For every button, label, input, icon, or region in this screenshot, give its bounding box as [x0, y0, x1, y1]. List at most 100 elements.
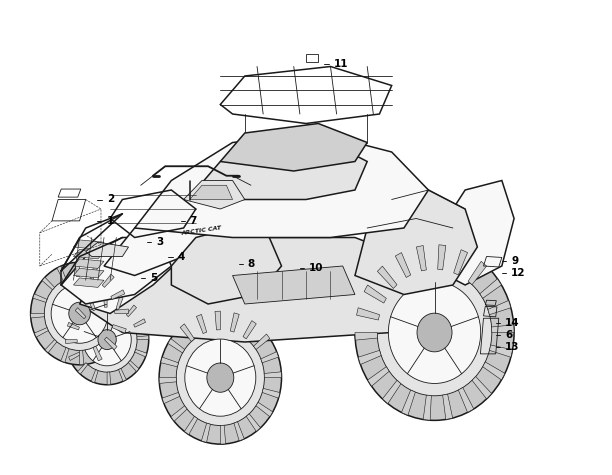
Polygon shape: [358, 351, 381, 364]
Text: 11: 11: [334, 59, 348, 69]
Polygon shape: [133, 319, 146, 327]
Polygon shape: [78, 362, 88, 374]
Text: 7: 7: [190, 216, 197, 226]
Text: 13: 13: [505, 342, 520, 352]
Polygon shape: [264, 372, 282, 378]
Polygon shape: [246, 414, 261, 431]
Text: 3: 3: [156, 237, 163, 247]
Polygon shape: [458, 388, 474, 412]
Polygon shape: [86, 242, 129, 256]
Polygon shape: [491, 325, 514, 332]
Polygon shape: [107, 372, 111, 385]
Text: 5: 5: [150, 273, 157, 283]
Polygon shape: [355, 190, 477, 294]
Polygon shape: [103, 294, 107, 307]
Ellipse shape: [98, 330, 116, 350]
Polygon shape: [161, 357, 179, 367]
Polygon shape: [184, 180, 245, 209]
Polygon shape: [382, 380, 401, 404]
Polygon shape: [80, 238, 441, 342]
Polygon shape: [129, 361, 139, 371]
Ellipse shape: [176, 330, 264, 426]
Polygon shape: [90, 265, 99, 279]
Ellipse shape: [83, 314, 131, 366]
Polygon shape: [262, 389, 280, 398]
Polygon shape: [159, 378, 176, 383]
Polygon shape: [73, 249, 104, 259]
Text: ARCTIC CAT: ARCTIC CAT: [181, 225, 222, 236]
Polygon shape: [196, 314, 207, 333]
Polygon shape: [490, 345, 512, 357]
Polygon shape: [488, 301, 511, 314]
Polygon shape: [453, 250, 468, 275]
Polygon shape: [190, 185, 233, 200]
Text: 10: 10: [309, 263, 324, 274]
Polygon shape: [256, 402, 273, 417]
Polygon shape: [184, 417, 198, 435]
Text: 2: 2: [107, 194, 114, 205]
Polygon shape: [31, 314, 45, 318]
Polygon shape: [480, 279, 501, 298]
Polygon shape: [220, 124, 367, 171]
Polygon shape: [75, 308, 86, 319]
Polygon shape: [80, 350, 84, 365]
Ellipse shape: [355, 245, 514, 420]
Polygon shape: [135, 350, 147, 357]
Polygon shape: [201, 423, 211, 442]
Polygon shape: [69, 352, 81, 361]
Text: 6: 6: [505, 330, 512, 340]
Polygon shape: [395, 253, 411, 277]
Polygon shape: [111, 290, 125, 299]
Polygon shape: [137, 336, 149, 340]
Ellipse shape: [159, 311, 282, 444]
Polygon shape: [73, 268, 104, 278]
Polygon shape: [401, 390, 416, 415]
Polygon shape: [65, 340, 77, 343]
Polygon shape: [91, 370, 98, 383]
Polygon shape: [45, 340, 57, 353]
Polygon shape: [34, 328, 48, 337]
Text: 14: 14: [505, 318, 520, 328]
Ellipse shape: [51, 284, 108, 343]
Polygon shape: [428, 180, 514, 285]
Polygon shape: [73, 240, 104, 249]
Polygon shape: [80, 228, 184, 314]
Polygon shape: [88, 298, 95, 311]
Polygon shape: [230, 313, 239, 332]
Polygon shape: [116, 296, 123, 310]
Polygon shape: [119, 369, 126, 381]
Polygon shape: [168, 339, 185, 353]
Polygon shape: [114, 309, 129, 314]
Polygon shape: [468, 261, 487, 285]
Polygon shape: [135, 133, 428, 238]
Ellipse shape: [377, 269, 492, 396]
Polygon shape: [438, 245, 446, 270]
Polygon shape: [67, 323, 80, 330]
Polygon shape: [355, 332, 378, 340]
Polygon shape: [57, 266, 66, 281]
Polygon shape: [171, 406, 187, 421]
Polygon shape: [180, 324, 195, 342]
Ellipse shape: [69, 302, 91, 325]
Polygon shape: [233, 266, 355, 304]
Polygon shape: [234, 422, 244, 441]
Polygon shape: [112, 324, 126, 333]
Ellipse shape: [77, 307, 137, 372]
Polygon shape: [104, 200, 220, 276]
Polygon shape: [357, 308, 379, 320]
Polygon shape: [171, 228, 282, 304]
Polygon shape: [75, 262, 80, 277]
Polygon shape: [368, 367, 389, 386]
Ellipse shape: [389, 282, 480, 383]
Ellipse shape: [207, 363, 234, 392]
Polygon shape: [33, 294, 47, 303]
Polygon shape: [61, 238, 171, 304]
Ellipse shape: [65, 294, 149, 385]
Polygon shape: [378, 266, 397, 288]
Text: 4: 4: [177, 251, 185, 262]
Text: 8: 8: [248, 258, 255, 269]
Polygon shape: [215, 311, 220, 330]
Polygon shape: [73, 278, 104, 287]
Polygon shape: [483, 362, 505, 380]
Polygon shape: [220, 425, 226, 444]
